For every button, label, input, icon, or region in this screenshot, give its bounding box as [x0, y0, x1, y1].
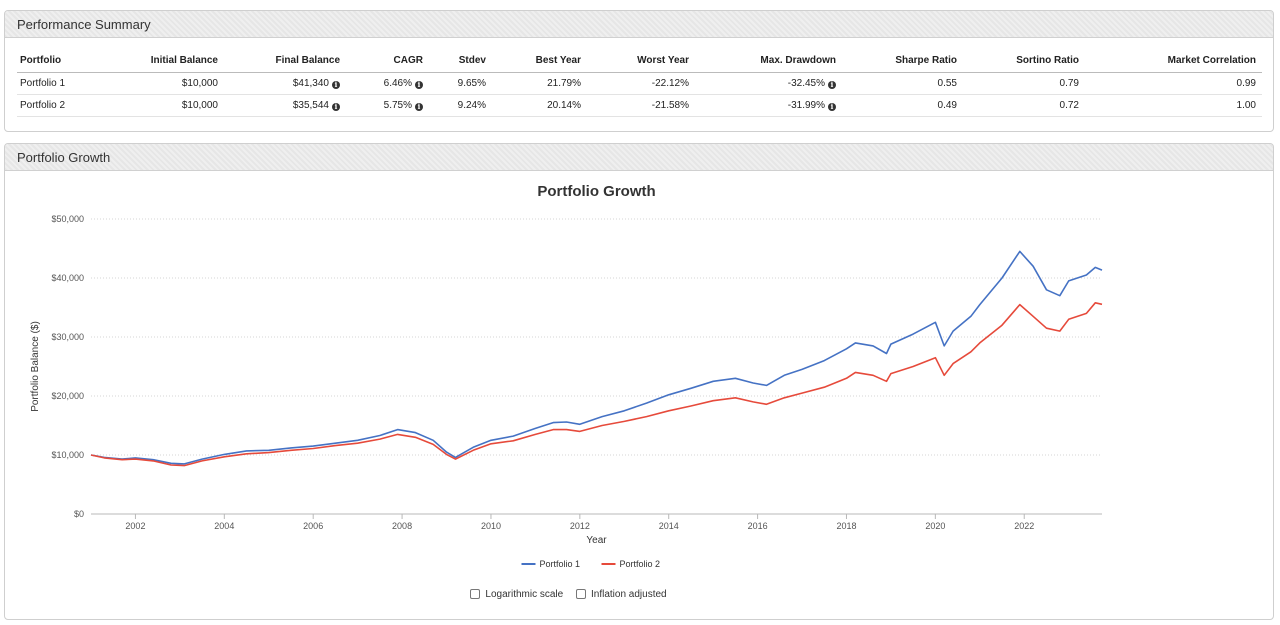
- inflation-adjusted-checkbox[interactable]: [575, 589, 586, 599]
- final-balance: $35,544: [292, 100, 329, 111]
- column-header: Sharpe Ratio: [842, 51, 963, 73]
- column-header: Sortino Ratio: [963, 51, 1085, 73]
- x-tick-label: 2004: [214, 521, 234, 531]
- y-tick-label: $40,000: [51, 273, 84, 283]
- column-header: Stdev: [429, 51, 492, 73]
- x-tick-label: 2014: [659, 521, 679, 531]
- x-tick-label: 2010: [481, 521, 501, 531]
- info-icon[interactable]: i: [415, 81, 423, 89]
- max-drawdown: -31.99%: [787, 100, 825, 111]
- market-correlation: 1.00: [1085, 94, 1262, 117]
- column-header: CAGR: [346, 51, 429, 73]
- column-header: Worst Year: [587, 51, 695, 73]
- x-tick-label: 2012: [570, 521, 590, 531]
- info-icon[interactable]: i: [332, 81, 340, 89]
- portfolio-growth-panel: Portfolio Growth Portfolio Growth $0 $10,0…: [4, 143, 1274, 620]
- logarithmic-scale-label: Logarithmic scale: [485, 589, 564, 600]
- sharpe-ratio: 0.55: [842, 72, 963, 95]
- x-tick-label: 2020: [925, 521, 945, 531]
- x-axis-label: Year: [586, 535, 607, 546]
- column-header: Initial Balance: [112, 51, 224, 73]
- max-drawdown-cell: -32.45% i: [695, 72, 842, 95]
- performance-summary-title: Performance Summary: [5, 11, 1273, 38]
- portfolio-growth-chart: Portfolio Growth $0 $10,000 $20,000 $30,000 $…: [30, 183, 1103, 569]
- cagr: 6.46%: [383, 78, 412, 89]
- cagr-cell: 5.75% i: [346, 94, 429, 117]
- final-balance-cell: $35,544 i: [224, 94, 346, 117]
- table-header-row: Portfolio Initial Balance Final Balance …: [17, 51, 1262, 73]
- x-tick-label: 2006: [303, 521, 323, 531]
- x-tick-label: 2002: [125, 521, 145, 531]
- portfolio-name: Portfolio 2: [17, 94, 112, 117]
- initial-balance: $10,000: [112, 72, 224, 95]
- table-row: Portfolio 1 $10,000 $41,340 i 6.46% i 9.65…: [17, 72, 1262, 95]
- series-line-1: [90, 250, 1103, 465]
- market-correlation: 0.99: [1085, 72, 1262, 95]
- stdev: 9.65%: [429, 72, 492, 95]
- inflation-adjusted-label: Inflation adjusted: [590, 589, 667, 600]
- sortino-ratio: 0.72: [963, 94, 1085, 117]
- logarithmic-scale-checkbox[interactable]: [470, 589, 481, 599]
- final-balance-cell: $41,340 i: [224, 72, 346, 95]
- performance-summary-table: Portfolio Initial Balance Final Balance …: [17, 51, 1262, 117]
- legend-label: Portfolio 2: [620, 559, 661, 569]
- sortino-ratio: 0.79: [963, 72, 1085, 95]
- info-icon[interactable]: i: [332, 103, 340, 111]
- series-line-2: [90, 302, 1103, 467]
- max-drawdown-cell: -31.99% i: [695, 94, 842, 117]
- column-header: Max. Drawdown: [695, 51, 842, 73]
- cagr: 5.75%: [383, 100, 412, 111]
- worst-year: -21.58%: [587, 94, 695, 117]
- x-tick-label: 2016: [748, 521, 768, 531]
- max-drawdown: -32.45%: [787, 78, 825, 89]
- best-year: 21.79%: [492, 72, 587, 95]
- inflation-adjusted-option[interactable]: Inflation adjusted: [575, 589, 667, 600]
- column-header: Portfolio: [17, 51, 112, 73]
- y-axis-label: Portfolio Balance ($): [30, 321, 41, 412]
- info-icon[interactable]: i: [828, 103, 836, 111]
- chart-title: Portfolio Growth: [537, 183, 655, 200]
- column-header: Market Correlation: [1085, 51, 1262, 73]
- y-tick-label: $20,000: [51, 391, 84, 401]
- best-year: 20.14%: [492, 94, 587, 117]
- logarithmic-scale-option[interactable]: Logarithmic scale: [470, 589, 563, 600]
- info-icon[interactable]: i: [415, 103, 423, 111]
- x-tick-label: 2018: [836, 521, 856, 531]
- column-header: Best Year: [492, 51, 587, 73]
- y-tick-label: $30,000: [51, 332, 84, 342]
- sharpe-ratio: 0.49: [842, 94, 963, 117]
- y-tick-label: $10,000: [51, 450, 84, 460]
- x-tick-label: 2022: [1014, 521, 1034, 531]
- cagr-cell: 6.46% i: [346, 72, 429, 95]
- worst-year: -22.12%: [587, 72, 695, 95]
- portfolio-name: Portfolio 1: [17, 72, 112, 95]
- performance-summary-panel: Performance Summary Portfolio Initial Ba…: [4, 10, 1274, 132]
- info-icon[interactable]: i: [828, 81, 836, 89]
- table-row: Portfolio 2 $10,000 $35,544 i 5.75% i 9.24…: [17, 94, 1262, 117]
- stdev: 9.24%: [429, 94, 492, 117]
- x-tick-label: 2008: [392, 521, 412, 531]
- y-tick-label: $50,000: [51, 214, 84, 224]
- y-tick-label: $0: [74, 509, 84, 519]
- column-header: Final Balance: [224, 51, 346, 73]
- chart-options: Logarithmic scale Inflation adjusted: [5, 589, 1132, 600]
- legend-label: Portfolio 1: [540, 559, 581, 569]
- portfolio-growth-title: Portfolio Growth: [5, 144, 1273, 171]
- initial-balance: $10,000: [112, 94, 224, 117]
- final-balance: $41,340: [292, 78, 329, 89]
